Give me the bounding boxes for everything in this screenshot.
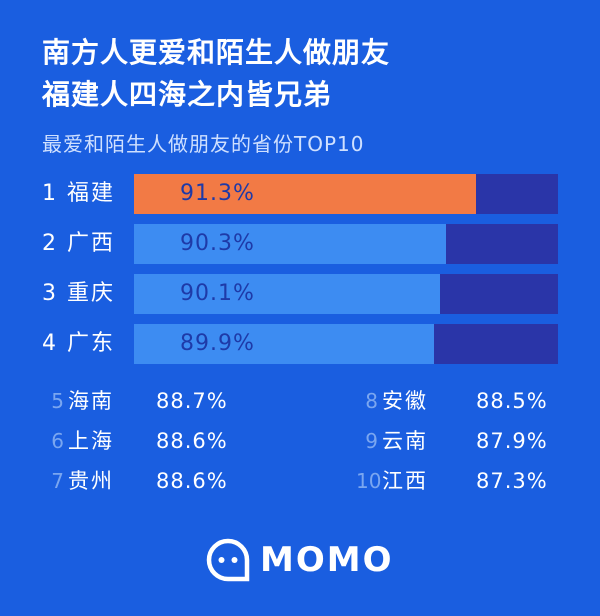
bar bbox=[134, 224, 446, 264]
ranking-list-item: 10江西 87.3% bbox=[356, 464, 558, 498]
title-line-1: 南方人更爱和陌生人做朋友 bbox=[42, 36, 391, 69]
percentage-value: 88.6% bbox=[156, 469, 228, 493]
chart-subtitle: 最爱和陌生人做朋友的省份TOP10 bbox=[42, 132, 365, 156]
rank-number: 9 bbox=[365, 429, 378, 453]
province-name: 海南 bbox=[68, 389, 114, 413]
momo-chat-bubble-icon bbox=[206, 538, 250, 582]
page-title: 南方人更爱和陌生人做朋友 福建人四海之内皆兄弟 bbox=[42, 32, 390, 116]
percentage-value: 87.9% bbox=[476, 429, 548, 453]
rank-number: 5 bbox=[51, 389, 64, 413]
province-name: 上海 bbox=[68, 429, 114, 453]
bar bbox=[134, 324, 434, 364]
bar-category-label: 3 重庆 bbox=[42, 281, 115, 306]
province-name: 安徽 bbox=[382, 389, 428, 413]
ranking-list-item: 8 安徽 88.5% bbox=[356, 384, 558, 418]
momo-logo: MOMO bbox=[206, 538, 393, 582]
rank-number: 8 bbox=[365, 389, 378, 413]
percentage-value: 88.5% bbox=[476, 389, 548, 413]
rank-number: 7 bbox=[51, 469, 64, 493]
percentage-value: 88.7% bbox=[156, 389, 228, 413]
ranking-list-item: 9 云南 87.9% bbox=[356, 424, 558, 458]
province-name: 贵州 bbox=[68, 469, 114, 493]
title-line-2: 福建人四海之内皆兄弟 bbox=[42, 78, 333, 111]
bar-row: 4 广东 89.9% bbox=[42, 324, 558, 364]
bar-value-label: 89.9% bbox=[180, 331, 255, 356]
bar-value-label: 91.3% bbox=[180, 181, 255, 206]
rank-number: 6 bbox=[51, 429, 64, 453]
bar-value-label: 90.1% bbox=[180, 281, 255, 306]
bar-row: 3 重庆 90.1% bbox=[42, 274, 558, 314]
bar-track: 91.3% bbox=[134, 174, 558, 214]
province-name: 江西 bbox=[382, 469, 428, 493]
ranking-list-item: 6 上海 88.6% bbox=[42, 424, 262, 458]
rank-number: 10 bbox=[356, 469, 382, 493]
province-name: 云南 bbox=[382, 429, 428, 453]
percentage-value: 87.3% bbox=[476, 469, 548, 493]
bar-value-label: 90.3% bbox=[180, 231, 255, 256]
bar-track: 90.3% bbox=[134, 224, 558, 264]
bar-track: 89.9% bbox=[134, 324, 558, 364]
bar-category-label: 1 福建 bbox=[42, 181, 115, 206]
bar-row: 1 福建 91.3% bbox=[42, 174, 558, 214]
ranking-list-item: 7 贵州 88.6% bbox=[42, 464, 262, 498]
bar bbox=[134, 274, 440, 314]
percentage-value: 88.6% bbox=[156, 429, 228, 453]
bar-row: 2 广西 90.3% bbox=[42, 224, 558, 264]
bar-category-label: 4 广东 bbox=[42, 331, 115, 356]
brand-name: MOMO bbox=[260, 540, 394, 580]
ranking-list-item: 5 海南 88.7% bbox=[42, 384, 262, 418]
bar-track: 90.1% bbox=[134, 274, 558, 314]
bar bbox=[134, 174, 476, 214]
bar-category-label: 2 广西 bbox=[42, 231, 115, 256]
